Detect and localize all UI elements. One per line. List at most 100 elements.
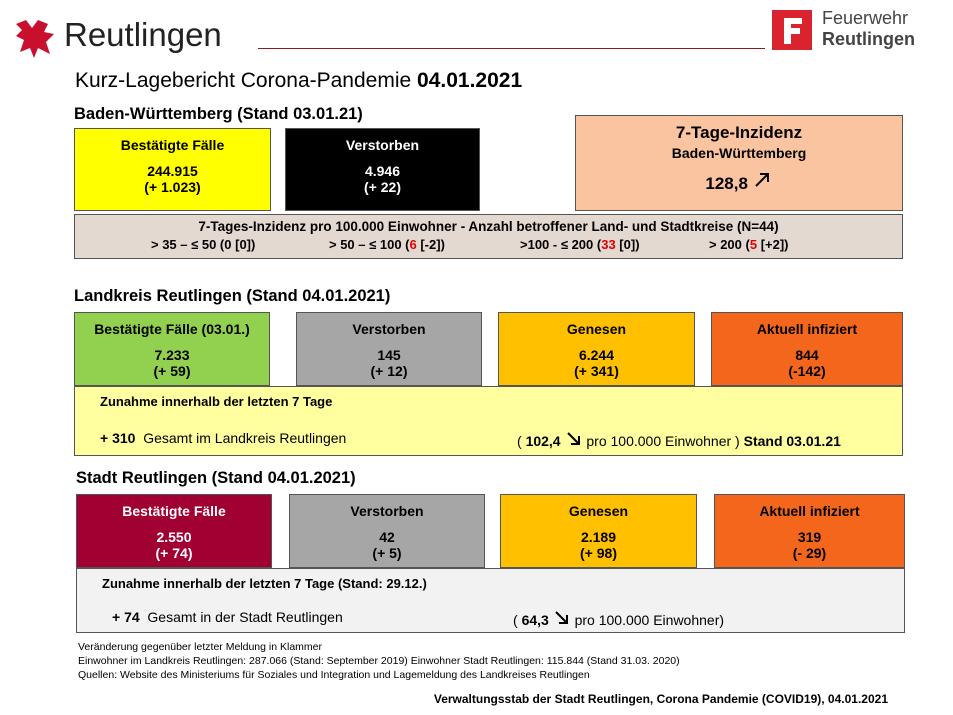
stat-value: 42 bbox=[379, 529, 395, 545]
stat-change: (+ 74) bbox=[155, 545, 193, 561]
stat-label: Verstorben bbox=[350, 503, 424, 519]
stat-box: Bestätigte Fälle (03.01.) 7.233 (+ 59) bbox=[74, 312, 270, 386]
stat-box: Bestätigte Fälle 2.550 (+ 74) bbox=[76, 494, 272, 568]
fire-line: Feuerwehr bbox=[822, 8, 909, 28]
stat-value: 2.189 bbox=[580, 529, 617, 545]
stat-change: (+ 1.023) bbox=[144, 179, 201, 195]
arrow-down bbox=[566, 432, 580, 445]
increase-band: Zunahme innerhalb der letzten 7 Tage + 3… bbox=[74, 386, 903, 456]
stat-label: Verstorben bbox=[345, 137, 420, 153]
title: Kurz-Lagebericht Corona-Pandemie 04.01.2… bbox=[75, 69, 522, 93]
section-heading: Baden-Württemberg (Stand 03.01.21) bbox=[74, 105, 363, 123]
stat-label: Bestätigte Fälle bbox=[122, 503, 226, 519]
group-change: [0]) bbox=[615, 237, 640, 252]
stat-change: (+ 22) bbox=[364, 179, 401, 195]
increase-text: Gesamt im Landkreis Reutlingen bbox=[143, 430, 347, 446]
fire-name: Feuerwehr Reutlingen bbox=[822, 8, 915, 50]
district-group: >100 - ≤ 200 (33 [0]) bbox=[520, 237, 640, 252]
section-heading: Landkreis Reutlingen (Stand 04.01.2021) bbox=[74, 287, 391, 305]
stat-box: Verstorben 4.946 (+ 22) bbox=[285, 128, 480, 211]
stat-change: (+ 59) bbox=[153, 363, 191, 379]
per: pro 100.000 Einwohner ) bbox=[586, 433, 740, 449]
title-date: 04.01.2021 bbox=[417, 69, 523, 92]
group-count: 33 bbox=[601, 237, 616, 252]
fire-logo bbox=[772, 10, 812, 50]
stat-value: 6.244 bbox=[578, 347, 615, 363]
increase-band: Zunahme innerhalb der letzten 7 Tage (St… bbox=[76, 568, 905, 633]
stat-label: Genesen bbox=[568, 503, 629, 519]
stat-change: (+ 5) bbox=[372, 545, 402, 561]
paren: ( bbox=[517, 433, 522, 449]
group-count: 0 bbox=[224, 237, 232, 252]
stand: Stand 03.01.21 bbox=[743, 433, 841, 449]
group-change: [-2]) bbox=[416, 237, 445, 252]
increase-amount: + 74 bbox=[112, 609, 140, 625]
stat-box: Bestätigte Fälle 244.915 (+ 1.023) bbox=[74, 128, 271, 211]
notes: Veränderung gegenüber letzter Meldung in… bbox=[78, 640, 680, 682]
stat-change: (+ 98) bbox=[580, 545, 617, 561]
incidence-row: 128,8 bbox=[576, 171, 902, 194]
section-heading: Stadt Reutlingen (Stand 04.01.2021) bbox=[76, 469, 356, 487]
city-logo bbox=[16, 20, 54, 58]
stat-label: Aktuell infiziert bbox=[756, 321, 858, 337]
arrow-up bbox=[754, 173, 769, 187]
incidence-value: 128,8 bbox=[705, 174, 748, 193]
stat-value: 7.233 bbox=[154, 347, 190, 363]
stat-value: 844 bbox=[795, 347, 819, 363]
districts-band: 7-Tages-Inzidenz pro 100.000 Einwohner -… bbox=[74, 214, 903, 259]
increase-row: + 310 Gesamt im Landkreis Reutlingen bbox=[100, 430, 346, 446]
district-group: > 35 – ≤ 50 (0 [0]) bbox=[151, 237, 255, 252]
incidence-row: ( 64,3 pro 100.000 Einwohner) bbox=[513, 609, 724, 628]
stat-label: Genesen bbox=[566, 321, 627, 337]
arrow-down bbox=[554, 611, 568, 624]
district-group: > 50 – ≤ 100 (6 [-2]) bbox=[329, 237, 445, 252]
stat-value: 319 bbox=[797, 529, 822, 545]
incidence-subtitle: Baden-Württemberg bbox=[671, 145, 807, 161]
brand: Reutlingen bbox=[64, 16, 222, 53]
note: Einwohner im Landkreis Reutlingen: 287.0… bbox=[78, 655, 680, 667]
incidence-value: 64,3 bbox=[521, 612, 549, 628]
stat-box: Verstorben 42 (+ 5) bbox=[289, 494, 485, 568]
group-change: [+2]) bbox=[757, 237, 789, 252]
districts-groups: > 35 – ≤ 50 (0 [0]) > 50 – ≤ 100 (6 [-2]… bbox=[75, 234, 902, 254]
paren: ( bbox=[513, 612, 518, 628]
stat-value: 244.915 bbox=[147, 163, 198, 179]
stat-box: Verstorben 145 (+ 12) bbox=[296, 312, 482, 386]
increase-row: + 74 Gesamt in der Stadt Reutlingen bbox=[112, 609, 343, 625]
increase-title: Zunahme innerhalb der letzten 7 Tage bbox=[100, 394, 333, 409]
group-range: > 200 ( bbox=[709, 237, 750, 252]
stat-label: Bestätigte Fälle bbox=[120, 137, 225, 153]
stat-box: Aktuell infiziert 844 (-142) bbox=[711, 312, 903, 386]
stat-value: 145 bbox=[377, 347, 401, 363]
incidence-row: ( 102,4 pro 100.000 Einwohner ) Stand 03… bbox=[517, 430, 841, 449]
stat-box: Genesen 6.244 (+ 341) bbox=[498, 312, 695, 386]
title-text: Kurz-Lagebericht Corona-Pandemie bbox=[75, 69, 412, 92]
stat-label: Bestätigte Fälle (03.01.) bbox=[94, 321, 250, 337]
incidence-box: 7-Tage-Inzidenz Baden-Württemberg 128,8 bbox=[575, 115, 903, 211]
increase-text: Gesamt in der Stadt Reutlingen bbox=[147, 609, 343, 625]
increase-title: Zunahme innerhalb der letzten 7 Tage (St… bbox=[102, 576, 427, 591]
district-group: > 200 (5 [+2]) bbox=[709, 237, 789, 252]
stat-change: (+ 12) bbox=[370, 363, 408, 379]
stat-box: Aktuell infiziert 319 (- 29) bbox=[714, 494, 905, 568]
group-change: [0]) bbox=[231, 237, 256, 252]
stat-value: 4.946 bbox=[364, 163, 401, 179]
credit: Verwaltungsstab der Stadt Reutlingen, Co… bbox=[433, 692, 888, 706]
stat-label: Aktuell infiziert bbox=[759, 503, 860, 519]
rule bbox=[258, 48, 765, 49]
fire-line: Reutlingen bbox=[822, 29, 915, 49]
incidence-title: 7-Tage-Inzidenz bbox=[675, 123, 803, 142]
stat-value: 2.550 bbox=[156, 529, 192, 545]
districts-title: 7-Tages-Inzidenz pro 100.000 Einwohner -… bbox=[198, 219, 779, 234]
increase-amount: + 310 bbox=[100, 430, 136, 446]
group-count: 6 bbox=[409, 237, 417, 252]
group-range: >100 - ≤ 200 ( bbox=[520, 237, 602, 252]
stat-change: (+ 341) bbox=[574, 363, 619, 379]
note: Quellen: Website des Ministeriums für So… bbox=[78, 669, 590, 681]
per: pro 100.000 Einwohner) bbox=[574, 612, 725, 628]
group-range: > 50 – ≤ 100 ( bbox=[329, 237, 410, 252]
incidence-value: 102,4 bbox=[525, 433, 561, 449]
stat-box: Genesen 2.189 (+ 98) bbox=[500, 494, 697, 568]
